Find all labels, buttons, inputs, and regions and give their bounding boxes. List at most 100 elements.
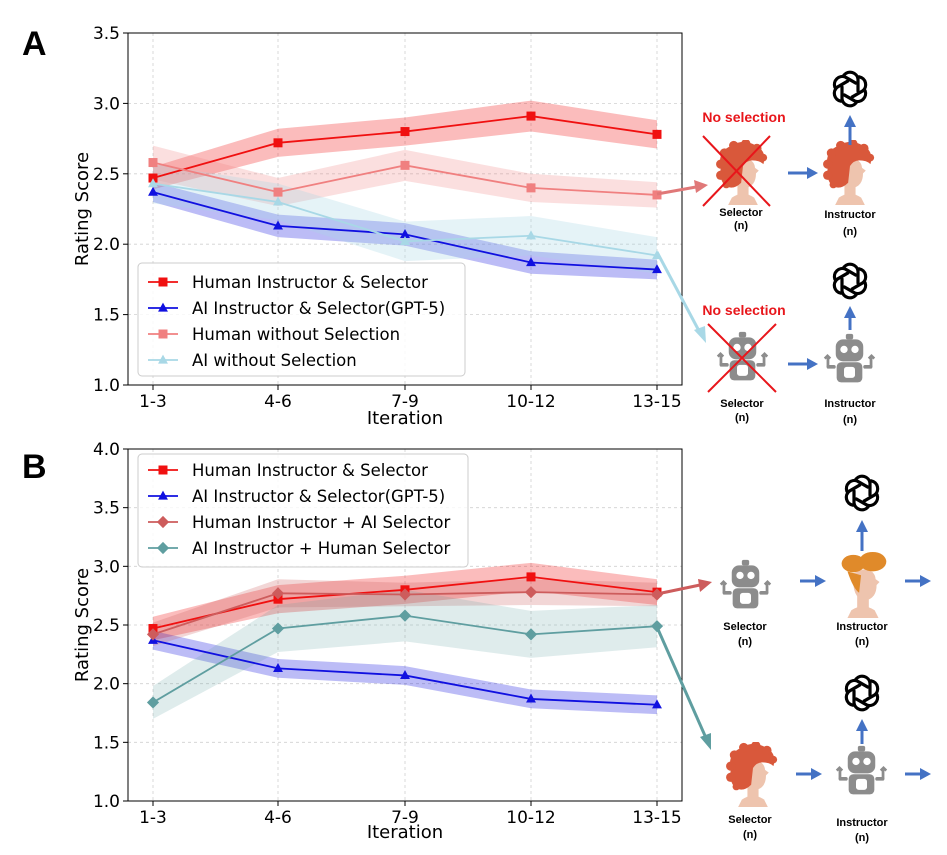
arrow-up-icon-head xyxy=(844,115,856,127)
chart-a-y-ticks: 1.0 1.5 2.0 2.5 3.0 3.5 xyxy=(93,24,128,396)
confidence-band xyxy=(153,562,657,641)
arrow-right-icon-head xyxy=(807,358,818,370)
chart-a-legend: Human Instructor & Selector AI Instructor… xyxy=(137,262,466,377)
y-tick-label: 3.0 xyxy=(93,94,120,114)
chart-a-x-ticks: 1-3 4-6 7-9 10-12 13-15 xyxy=(139,385,682,412)
confidence-band xyxy=(153,100,657,190)
data-point xyxy=(273,663,283,673)
chart-b-lines xyxy=(146,572,664,709)
x-tick-label: 7-9 xyxy=(391,808,419,828)
chart-a: 1.0 1.5 2.0 2.5 3.0 3.5 1-3 4-6 7-9 10-12 13-15 I… xyxy=(72,24,683,429)
no-selection-label-human: No selection xyxy=(702,109,785,125)
arrow-right-icon-head xyxy=(920,575,931,587)
x-tick-label: 10-12 xyxy=(506,808,555,828)
x-tick-label: 13-15 xyxy=(632,392,681,412)
data-point xyxy=(526,183,536,193)
connector-human-no-selection xyxy=(656,185,697,196)
data-point xyxy=(652,129,662,139)
chart-b-ylabel: Rating Score xyxy=(72,568,93,682)
legend-swatch-marker xyxy=(158,302,168,312)
data-point xyxy=(273,187,283,197)
y-tick-label: 2.5 xyxy=(93,616,120,636)
y-tick-label: 3.5 xyxy=(93,499,120,519)
data-point xyxy=(526,111,536,121)
data-point xyxy=(524,586,538,599)
y-tick-label: 1.5 xyxy=(93,733,120,753)
connector-ai-no-selection xyxy=(655,251,700,330)
chart-a-legend-box xyxy=(137,262,466,377)
data-point xyxy=(650,588,664,601)
data-point xyxy=(526,230,536,240)
legend-label: AI Instructor & Selector(GPT-5) xyxy=(192,487,445,506)
data-point xyxy=(273,196,283,206)
legend-label: Human Instructor & Selector xyxy=(192,273,428,292)
chart-b-xlabel: Iteration xyxy=(367,822,443,843)
y-tick-label: 3.5 xyxy=(93,24,120,44)
chart-b-legend: Human Instructor & Selector AI Instructor… xyxy=(137,453,469,568)
x-tick-label: 1-3 xyxy=(139,392,167,412)
cross-icon xyxy=(707,323,777,393)
x-tick-label: 10-12 xyxy=(506,392,555,412)
data-point xyxy=(271,622,285,635)
data-point xyxy=(273,138,283,148)
legend-label: AI without Selection xyxy=(192,351,357,370)
openai-logo-icon xyxy=(842,674,882,712)
data-point xyxy=(148,158,158,168)
arrow-up-icon-head xyxy=(844,306,856,318)
legend-swatch-marker xyxy=(156,541,170,555)
human-head-icon xyxy=(726,742,778,807)
legend-label: Human without Selection xyxy=(192,325,400,344)
data-point xyxy=(148,178,158,188)
panel-label-b: B xyxy=(22,448,47,486)
legend-swatch-marker xyxy=(158,329,168,339)
legend-label: Human Instructor + AI Selector xyxy=(192,513,451,532)
selector-label: Selector xyxy=(728,814,772,826)
y-tick-label: 1.0 xyxy=(93,376,120,396)
data-point xyxy=(524,628,538,641)
x-tick-label: 1-3 xyxy=(139,808,167,828)
data-point xyxy=(146,628,160,641)
chart-a-xlabel: Iteration xyxy=(367,408,443,429)
y-tick-label: 1.0 xyxy=(93,792,120,812)
chart-a-ylabel: Rating Score xyxy=(72,152,93,266)
y-tick-label: 3.0 xyxy=(93,557,120,577)
connector-human-ai-selector-head xyxy=(698,579,712,592)
chart-a-lines xyxy=(148,111,662,274)
legend-swatch-marker xyxy=(158,490,168,500)
data-point xyxy=(398,609,412,622)
instructor-n-label: (n) xyxy=(843,226,857,238)
data-point xyxy=(400,670,410,680)
diagram-a: No selection Selector (n) Instructor (n)… xyxy=(655,70,876,426)
instructor-n-label: (n) xyxy=(855,832,869,844)
data-point xyxy=(400,160,410,170)
data-point xyxy=(652,699,662,709)
data-point xyxy=(398,588,412,601)
openai-logo-icon xyxy=(830,262,870,300)
confidence-band xyxy=(153,589,657,719)
robot-icon xyxy=(823,333,876,383)
arrow-up-icon-head xyxy=(856,520,868,532)
legend-swatch-marker xyxy=(158,277,168,287)
openai-logo-icon xyxy=(842,474,882,512)
arrow-right-icon-head xyxy=(815,575,826,587)
selector-n-label: (n) xyxy=(734,220,748,232)
human-head-icon xyxy=(823,140,875,205)
connector-human-no-selection-head xyxy=(694,180,708,193)
data-point xyxy=(526,572,536,582)
data-point xyxy=(652,264,662,274)
data-point xyxy=(146,696,160,709)
x-tick-label: 7-9 xyxy=(391,392,419,412)
x-tick-label: 13-15 xyxy=(632,808,681,828)
chart-b: 1.0 1.5 2.0 2.5 3.0 3.5 4.0 1-3 4-6 7-9 10-12 13-1… xyxy=(72,440,683,843)
legend-label: Human Instructor & Selector xyxy=(192,461,428,480)
diagram-b: Selector (n) Instructor (n) Selector (n)… xyxy=(655,474,931,844)
openai-logo-icon xyxy=(830,70,870,108)
y-tick-label: 2.5 xyxy=(93,165,120,185)
data-point xyxy=(526,693,536,703)
selector-n-label: (n) xyxy=(743,829,757,841)
selector-n-label: (n) xyxy=(738,636,752,648)
chart-b-x-ticks: 1-3 4-6 7-9 10-12 13-15 xyxy=(139,801,682,828)
data-point xyxy=(271,587,285,600)
data-point xyxy=(273,220,283,230)
